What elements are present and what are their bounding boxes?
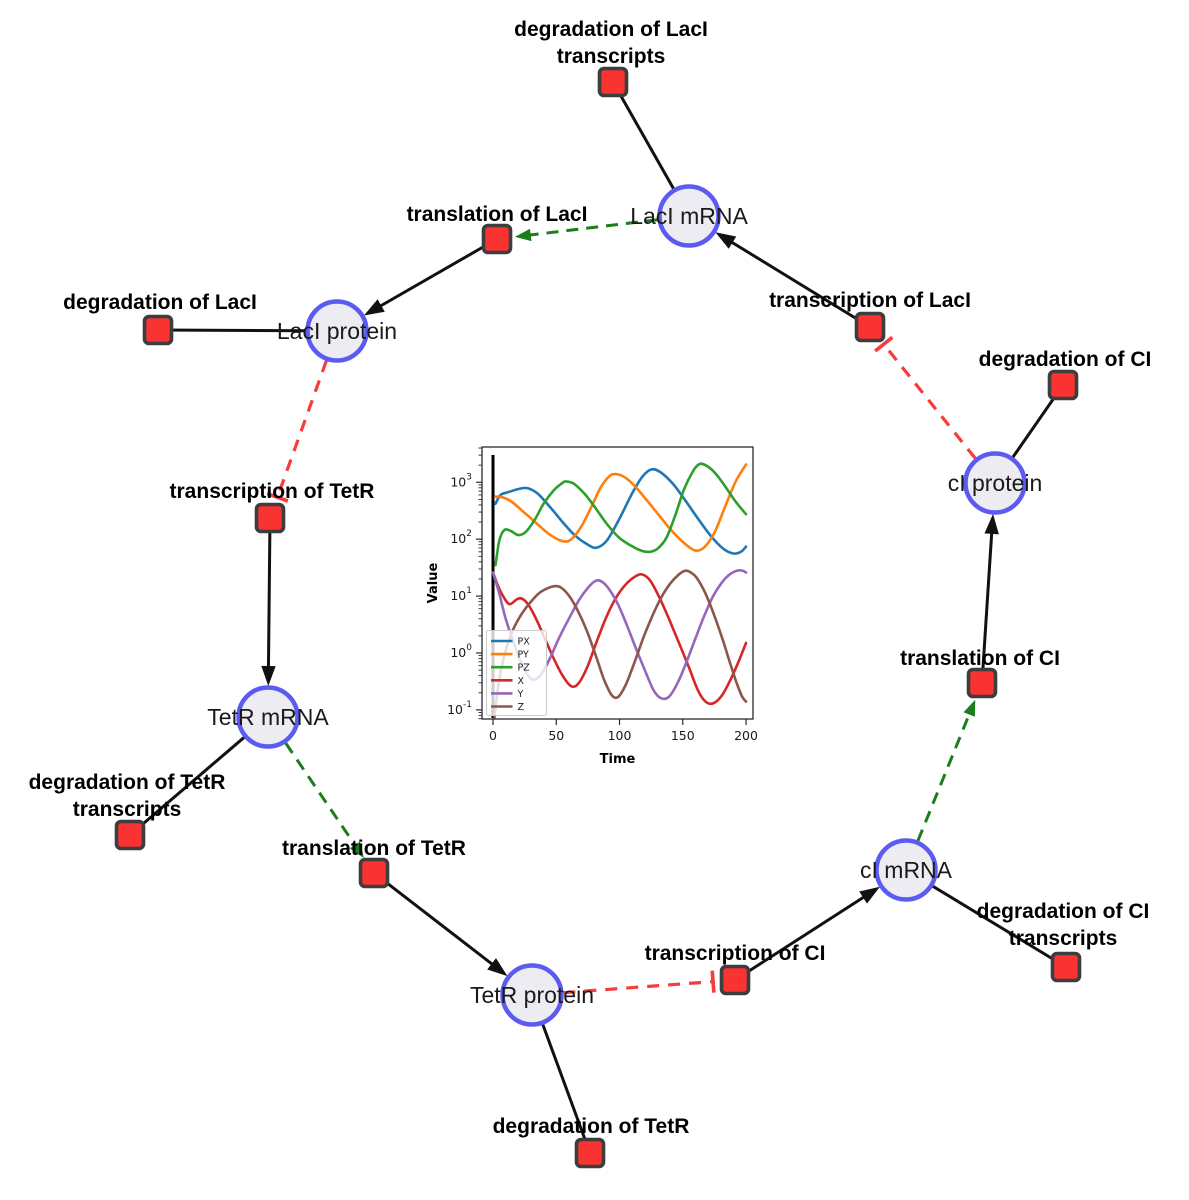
arrowhead-icon [261, 665, 276, 686]
species-node-ci_protein [963, 451, 1027, 515]
reaction-label-transl_tetr: translation of TetR [282, 837, 466, 860]
x-tick-label: 50 [548, 728, 564, 743]
reaction-label-transl_laci: translation of LacI [407, 203, 588, 226]
species-node-tetr_protein [500, 963, 564, 1027]
edge-reactant-tetr_protein-deg_tetr [541, 1023, 592, 1154]
edge-reactant-ci_mrna-deg_ci_tx [931, 884, 1067, 969]
x-tick-label: 100 [608, 728, 632, 743]
inhibition-tbar-icon [874, 335, 894, 353]
species-label-laci_protein: LacI protein [277, 318, 397, 344]
reaction-node-tx_tetr [254, 502, 286, 534]
reaction-label-tx_laci: transcription of LacI [769, 289, 971, 312]
legend-label-X: X [518, 676, 525, 687]
species-label-ci_protein: cI protein [948, 470, 1043, 496]
edge-reactant-tetr_mrna-deg_tetr_tx [129, 735, 246, 837]
y-tick-label: 10-1 [447, 700, 472, 717]
modifier-arrowhead-icon [349, 841, 364, 859]
reaction-label-deg_laci_tx: degradation of LacI transcripts [514, 18, 708, 68]
chart-series-PY [494, 463, 748, 553]
arrowhead-icon [984, 513, 999, 535]
chart-series-PX [494, 467, 748, 555]
reaction-label-deg_ci_tx: degradation of CI transcripts [977, 900, 1150, 950]
reaction-label-deg_ci: degradation of CI [979, 348, 1152, 371]
y-tick-label: 101 [450, 586, 472, 603]
x-tick-label: 0 [489, 728, 497, 743]
labels-layer: degradation of LacI transcripts translatio… [29, 18, 1152, 1138]
edge-inhibition-laci_protein-tx_tetr [275, 360, 328, 498]
chart-frame [481, 446, 754, 720]
edge-product-transl_laci-laci_protein [374, 237, 498, 311]
arrowhead-icon [363, 299, 385, 316]
species-node-ci_mrna [874, 838, 938, 902]
edges-layer [129, 81, 1067, 1154]
reaction-node-deg_tetr_tx [114, 819, 146, 851]
reaction-label-tx_ci: transcription of CI [645, 942, 826, 965]
reaction-node-tx_laci [854, 311, 886, 343]
reaction-node-deg_ci [1047, 369, 1079, 401]
species-label-ci_mrna: cI mRNA [860, 857, 953, 883]
modifier-arrowhead-icon [514, 228, 532, 242]
chart-series-PZ [494, 462, 748, 567]
species-node-laci_mrna [657, 184, 721, 248]
reaction-node-transl_tetr [358, 857, 390, 889]
reaction-node-transl_laci [481, 223, 513, 255]
chart-legend-box [486, 630, 547, 716]
species-node-laci_protein [305, 299, 369, 363]
reaction-node-transl_ci [966, 667, 998, 699]
edge-product-transl_tetr-tetr_protein [373, 871, 499, 970]
legend-label-PX: PX [518, 637, 531, 648]
chart-xlabel: Time [600, 752, 636, 767]
inset-chart: 0 50 100 150 200 10-1 100 101 102 103 Time Value PX P… [426, 446, 758, 767]
arrowhead-icon [715, 232, 737, 249]
chart-series-Z [493, 569, 748, 719]
modifier-arrowhead-icon [963, 699, 976, 717]
reaction-node-deg_laci_tx [597, 66, 629, 98]
edge-inhibition-tetr_protein-tx_ci [563, 980, 714, 995]
reaction-label-deg_tetr_tx: degradation of TetR transcripts [29, 771, 226, 821]
edge-modifier-ci_mrna-transl_ci [916, 711, 972, 842]
nodes-layer [114, 66, 1082, 1169]
arrowhead-icon [487, 958, 508, 977]
reaction-node-deg_laci [142, 314, 174, 346]
edge-modifier-tetr_mrna-transl_tetr [284, 742, 358, 849]
reaction-label-deg_tetr: degradation of TetR [493, 1115, 690, 1138]
legend-label-PY: PY [518, 650, 530, 661]
chart-series-X [491, 571, 748, 706]
reaction-label-transl_ci: translation of CI [900, 647, 1060, 670]
x-tick-label: 200 [734, 728, 758, 743]
edge-reactant-laci_protein-deg_laci [157, 328, 307, 333]
inhibition-tbar-icon [710, 970, 716, 993]
reaction-node-deg_tetr [574, 1137, 606, 1169]
x-tick-label: 150 [671, 728, 695, 743]
legend-label-PZ: PZ [518, 663, 531, 674]
species-node-tetr_mrna [236, 685, 300, 749]
edge-product-tx_laci-laci_mrna [725, 237, 871, 329]
reaction-label-deg_laci: degradation of LacI [63, 291, 257, 314]
inhibition-tbar-icon [266, 491, 289, 503]
edge-reactant-laci_mrna-deg_laci_tx [611, 81, 676, 191]
legend-label-Z: Z [518, 702, 525, 713]
y-tick-label: 102 [450, 529, 472, 546]
edge-modifier-laci_mrna-transl_laci [527, 218, 658, 237]
reaction-node-deg_ci_tx [1050, 951, 1082, 983]
species-label-tetr_protein: TetR protein [470, 982, 594, 1008]
legend-label-Y: Y [517, 689, 524, 700]
y-tick-label: 103 [450, 472, 472, 489]
reaction-node-tx_ci [719, 964, 751, 996]
y-tick-label: 100 [450, 643, 472, 660]
chart-ylabel: Value [426, 562, 441, 603]
species-label-tetr_mrna: TetR mRNA [207, 704, 329, 730]
edge-product-transl_ci-ci_protein [980, 526, 994, 684]
species-label-laci_mrna: LacI mRNA [630, 203, 748, 229]
arrowhead-icon [859, 886, 880, 904]
reaction-label-tx_tetr: transcription of TetR [170, 480, 375, 503]
edge-product-tx_ci-ci_mrna [734, 892, 870, 982]
edge-product-tx_tetr-tetr_mrna [266, 517, 272, 674]
edge-inhibition-ci_protein-tx_laci [882, 343, 977, 460]
